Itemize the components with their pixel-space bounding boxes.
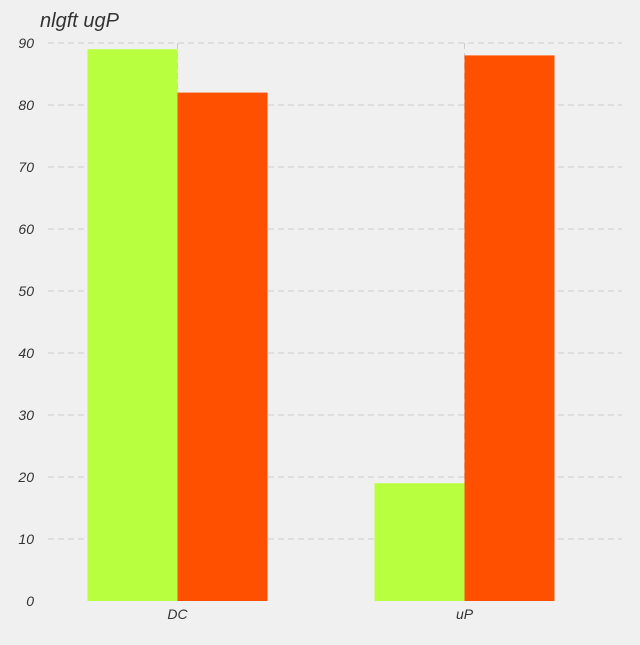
y-tick-label: 20 [17,469,34,485]
y-tick-label: 90 [18,35,34,51]
x-tick-label: uP [456,606,474,622]
chart-title: nlgft ugP [40,10,119,32]
y-tick-label: 0 [26,593,34,609]
bar-uP-series-2 [464,55,555,601]
y-tick-label: 40 [18,345,34,361]
y-tick-label: 70 [18,159,34,175]
y-tick-label: 80 [18,97,34,113]
y-tick-label: 60 [18,221,34,237]
y-tick-label: 50 [18,283,34,299]
x-tick-label: DC [167,606,188,622]
bar-uP-series-1 [374,483,465,601]
bars [87,49,555,601]
x-axis-tick-labels: DC uP [167,606,473,622]
bar-DC-series-2 [177,92,268,601]
bar-DC-series-1 [87,49,178,601]
y-axis-tick-labels: 0 10 20 30 40 50 60 70 80 90 [17,35,34,609]
y-tick-label: 10 [18,531,34,547]
y-tick-label: 30 [18,407,34,423]
